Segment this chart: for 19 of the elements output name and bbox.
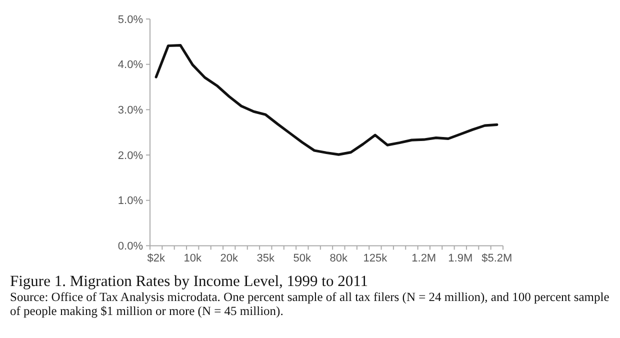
source-note: Source: Office of Tax Analysis microdata. One percent sample of all tax filers (N = 24 million), and 100 percent sample of people making $1 million or more (N = 45 million). (10, 290, 610, 318)
text: Figure 1. Migration Rates by Income Level, 1999 to 2011 (10, 273, 370, 290)
x-tick-label: 35k (256, 252, 275, 265)
y-tick-label: 0.0% (118, 240, 144, 253)
x-tick-label: 125k (363, 252, 388, 265)
x-tick-label: 20k (220, 252, 238, 265)
y-tick-label: 2.0% (118, 150, 144, 162)
x-tick-label: 80k (330, 252, 348, 265)
y-tick-label: 4.0% (118, 59, 144, 72)
y-tick-label: 1.0% (118, 195, 144, 208)
x-tick-label: 1.9M (448, 252, 473, 265)
x-tick-label: $5.2M (482, 252, 512, 265)
y-tick-label: 5.0% (118, 14, 144, 26)
y-tick-label: 3.0% (118, 104, 144, 117)
x-tick-label: 1.2M (412, 252, 436, 265)
x-tick-label: 50k (293, 252, 312, 265)
x-tick-label: $2k (147, 252, 166, 265)
line-series (154, 44, 498, 156)
x-tick-label: 10k (184, 252, 202, 265)
